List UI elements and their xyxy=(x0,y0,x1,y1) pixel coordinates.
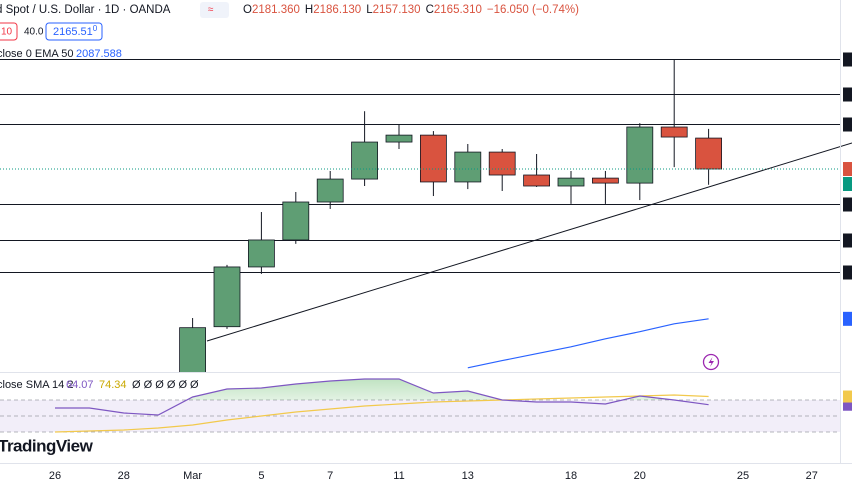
candle-body xyxy=(179,327,207,372)
ohlc-key: H xyxy=(305,4,313,16)
overbought-fill xyxy=(55,379,709,400)
x-tick-label: 26 xyxy=(49,470,61,482)
indicator-value: 64.07 xyxy=(66,379,94,391)
x-tick-label: 13 xyxy=(462,470,474,482)
x-tick-label: 7 xyxy=(327,470,333,482)
spread: 40.0 xyxy=(24,27,44,38)
rsi-tag xyxy=(843,398,852,411)
level-tag xyxy=(843,233,852,248)
indicator-pane xyxy=(0,378,840,433)
ohlc-value: 2165.310 xyxy=(434,4,482,16)
sell-price: 10 xyxy=(1,27,13,38)
x-tick-label: 27 xyxy=(806,470,818,482)
overbought-fill-group xyxy=(55,379,709,400)
buy-button[interactable] xyxy=(45,22,103,41)
candle-body xyxy=(557,177,585,187)
buy-price-sup: 0 xyxy=(93,24,98,33)
candle-body xyxy=(316,178,344,203)
level-tag xyxy=(843,87,852,102)
ohlc-change: −16.050 (−0.74%) xyxy=(487,4,579,16)
indicator-placeholders: Ø Ø Ø Ø Ø Ø xyxy=(132,379,199,391)
candle-body xyxy=(626,126,654,184)
candle-body xyxy=(282,201,310,241)
x-tick-label: 5 xyxy=(258,470,264,482)
level-tag xyxy=(843,265,852,280)
ohlc-key: C xyxy=(426,4,434,16)
sell-button[interactable] xyxy=(0,22,18,41)
x-tick-label: 11 xyxy=(393,470,404,482)
candle-body xyxy=(660,126,688,138)
buy-price: 2165.510 xyxy=(53,24,98,38)
candle-body xyxy=(592,177,619,184)
time-axis: 26 28 Mar 5 7 11 13 18 20 25 27 xyxy=(49,470,818,482)
candle-body xyxy=(213,266,241,328)
watermark: TradingView xyxy=(0,436,94,455)
level-tag xyxy=(843,52,852,67)
candle-body xyxy=(419,134,447,183)
sma-line xyxy=(54,394,709,433)
toggle-icon: ≈ xyxy=(208,5,214,16)
x-tick-label: 18 xyxy=(565,470,577,482)
ohlc-legend: O2181.360 H2186.130 L2157.130 C2165.310 −16.… xyxy=(243,4,579,16)
price-pane xyxy=(0,59,840,372)
x-tick-label: 25 xyxy=(737,470,749,482)
ohlc-key: O xyxy=(243,4,252,16)
x-tick-label: 28 xyxy=(118,470,130,482)
candle-body xyxy=(454,151,482,183)
candle-body xyxy=(695,137,722,170)
ema-line xyxy=(467,318,709,369)
level-tag xyxy=(843,117,852,132)
ema-tag xyxy=(843,311,852,326)
indicator-legend-name: close SMA 14 2 xyxy=(0,379,73,391)
candle-body xyxy=(488,151,516,176)
x-tick-label: 20 xyxy=(634,470,646,482)
candle-body xyxy=(247,239,275,268)
ohlc-value: 2181.360 xyxy=(252,4,300,16)
last-price-tag xyxy=(843,162,852,177)
symbol-title: d Spot / U.S. Dollar · 1D · OANDA xyxy=(0,4,171,16)
ohlc-value: 2157.130 xyxy=(373,4,421,16)
compare-toggle[interactable] xyxy=(200,2,229,18)
level-tag xyxy=(843,197,852,212)
ohlc-key: L xyxy=(366,4,373,16)
alert-icon-bolt xyxy=(708,357,714,367)
sma-tag xyxy=(843,390,852,403)
candle-body xyxy=(385,134,413,143)
indicator-sma-value: 74.34 xyxy=(99,379,127,391)
ema-legend-name: close 0 EMA 50 xyxy=(0,48,73,60)
price-tag xyxy=(843,177,852,191)
x-tick-label: Mar xyxy=(183,470,202,482)
trend-line xyxy=(206,142,852,342)
buy-price-main: 2165.51 xyxy=(53,26,93,38)
ohlc-value: 2186.130 xyxy=(313,4,361,16)
candle-body xyxy=(351,141,379,180)
ema-legend-value: 2087.588 xyxy=(76,48,122,60)
candle-body xyxy=(523,174,550,187)
rsi-line xyxy=(55,378,709,416)
